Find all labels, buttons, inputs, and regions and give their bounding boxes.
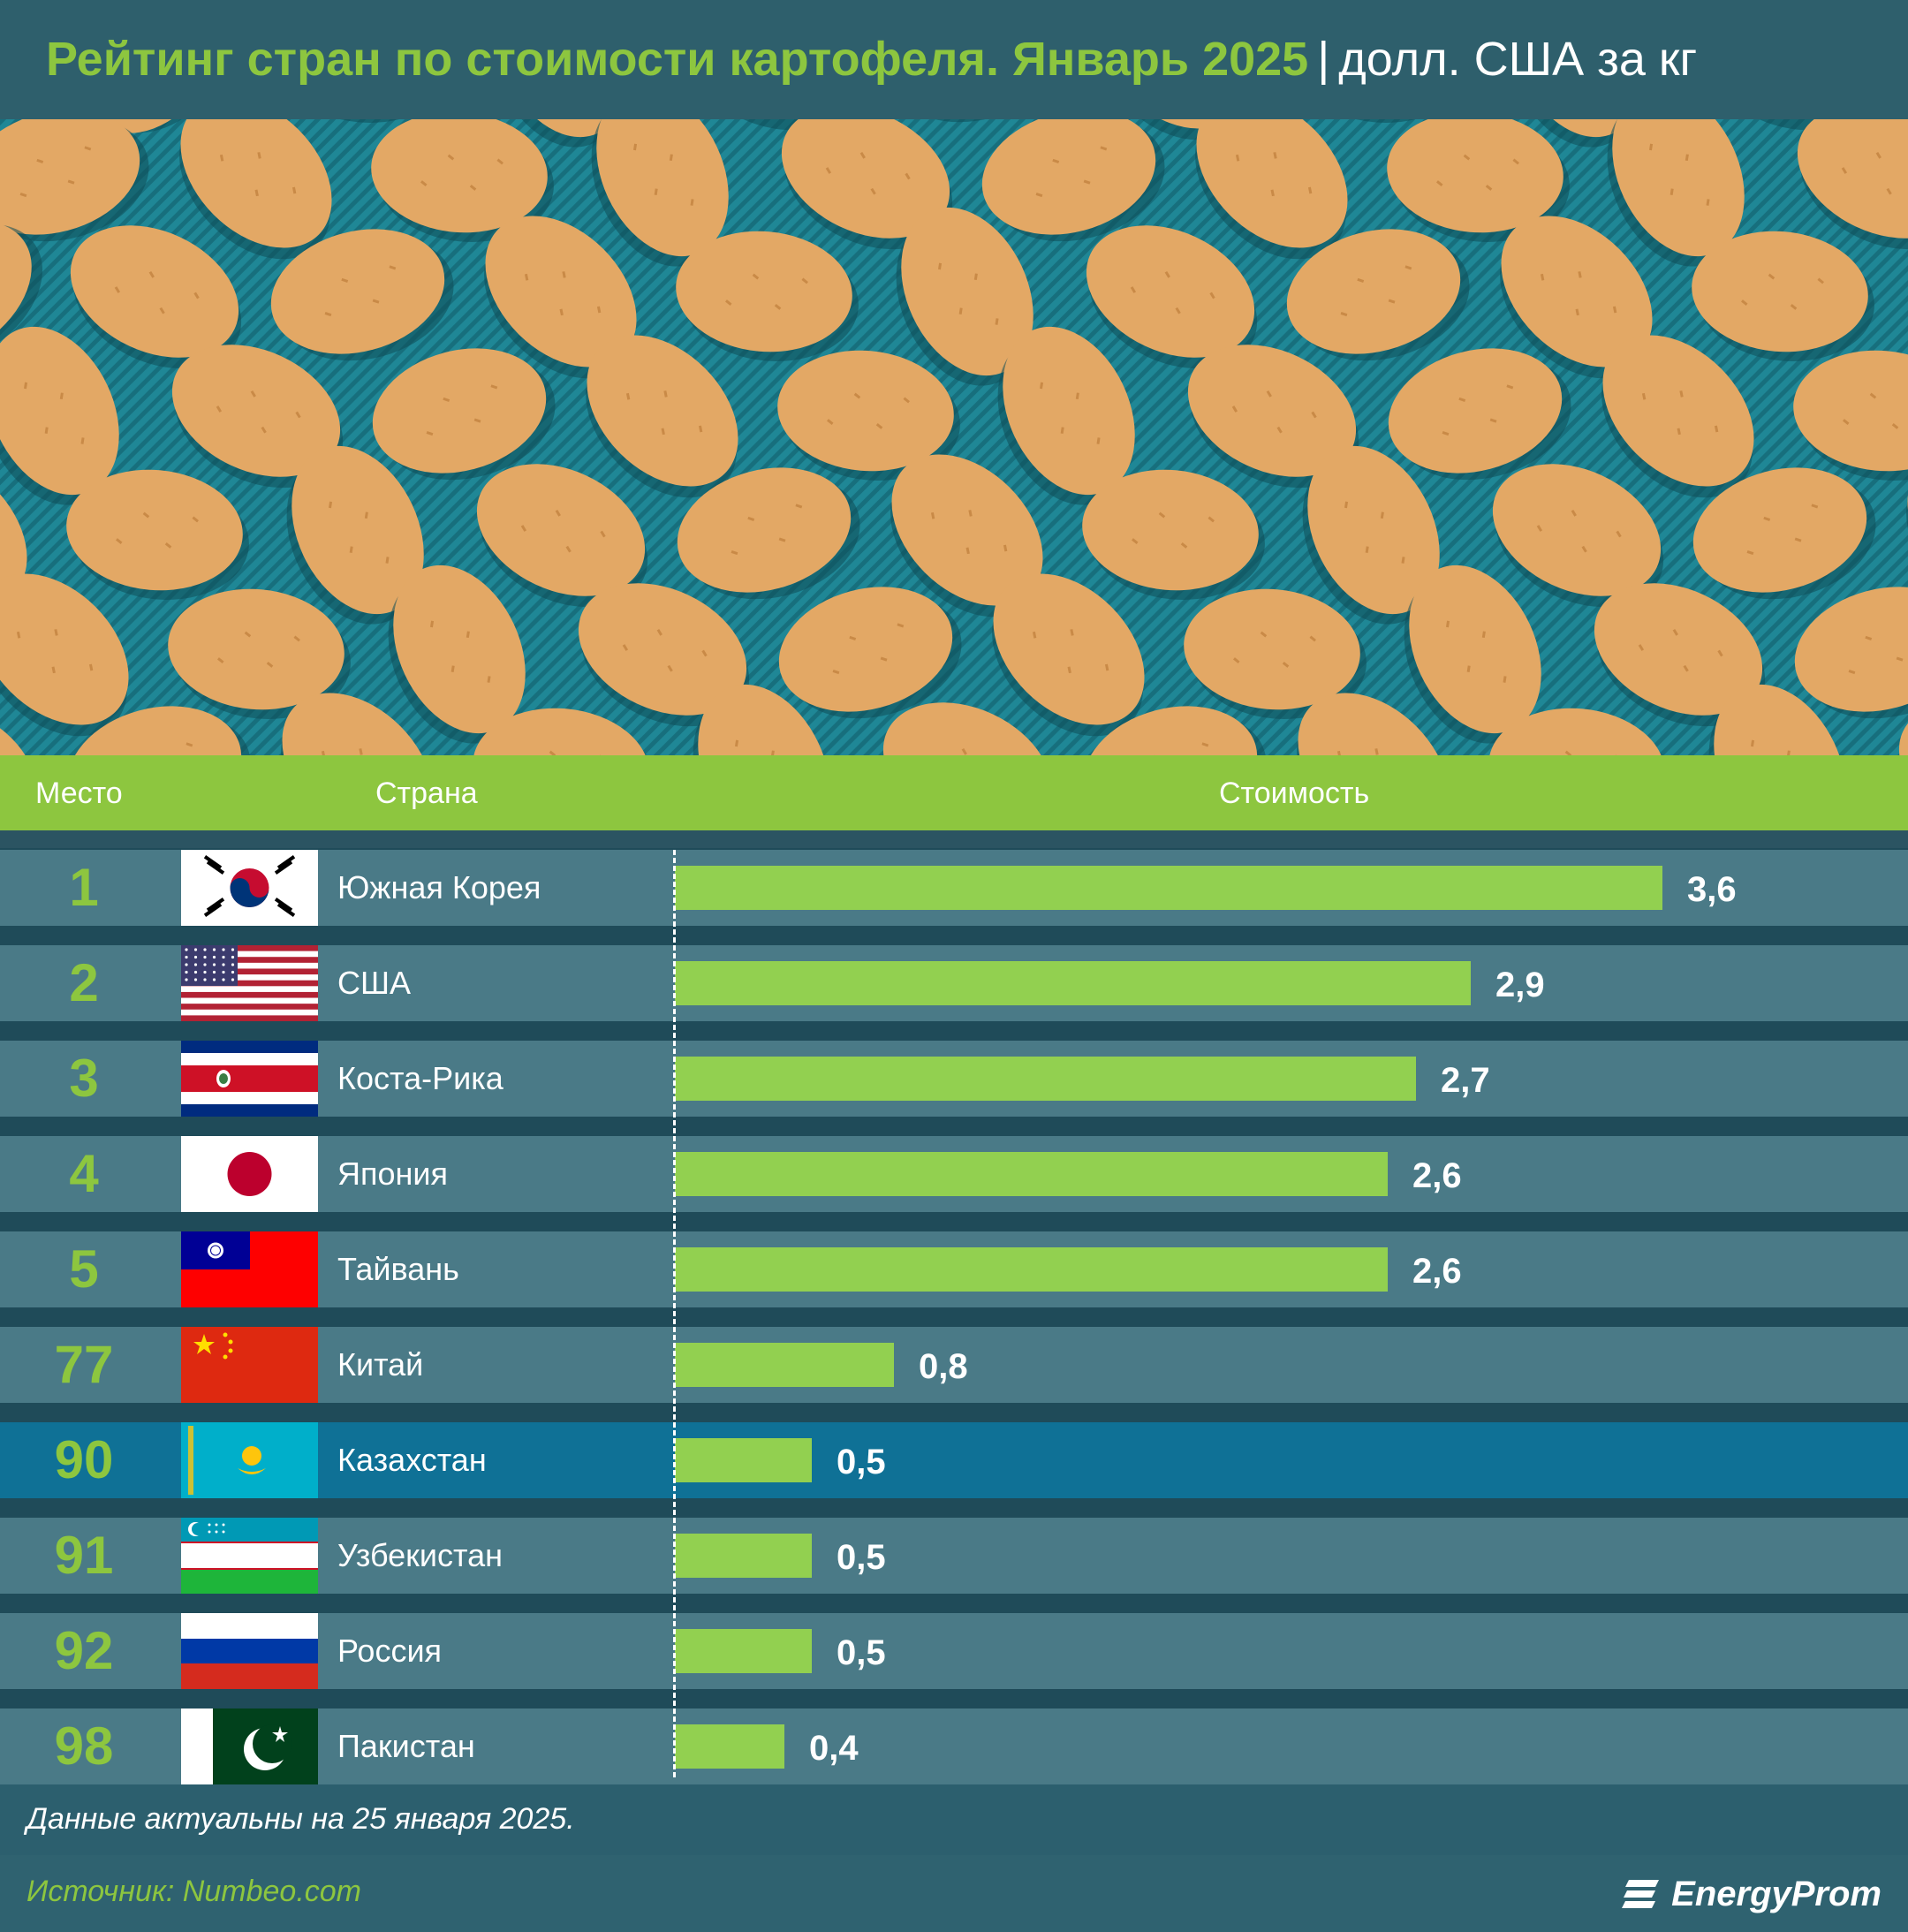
value-label: 0,5 xyxy=(837,1633,886,1672)
logo-icon xyxy=(1622,1880,1660,1908)
rank-number: 1 xyxy=(69,858,99,917)
value-bar xyxy=(675,1534,812,1578)
pakistan-flag xyxy=(181,1708,318,1784)
value-bar xyxy=(675,1438,812,1482)
country-name: Пакистан xyxy=(337,1728,475,1764)
value-bar xyxy=(675,1629,812,1673)
rank-number: 77 xyxy=(54,1335,114,1394)
taiwan-flag xyxy=(181,1231,318,1307)
country-name: Коста-Рика xyxy=(337,1060,504,1096)
value-bar xyxy=(675,1724,784,1769)
header: Рейтинг стран по стоимости картофеля. Ян… xyxy=(0,0,1908,119)
south-korea-flag xyxy=(181,850,318,926)
table-row: 3 Коста-Рика 2,7 xyxy=(0,1041,1908,1117)
rank-number: 5 xyxy=(69,1239,99,1299)
table-row: 4 Япония 2,6 xyxy=(0,1136,1908,1212)
title-main: Рейтинг стран по стоимости картофеля. Ян… xyxy=(46,33,1309,86)
usa-flag xyxy=(181,945,318,1021)
title-separator: | xyxy=(1317,33,1330,86)
source-text: Источник: Numbeo.com xyxy=(26,1875,361,1908)
value-label: 2,9 xyxy=(1495,966,1545,1004)
energyprom-logo: EnergyProm xyxy=(1620,1869,1882,1919)
table-row: 92 Россия 0,5 xyxy=(0,1613,1908,1689)
value-bar xyxy=(675,1247,1388,1292)
table-row: 2 США 2,9 xyxy=(0,945,1908,1021)
value-label: 0,4 xyxy=(809,1729,859,1768)
header-country: Страна xyxy=(375,777,478,810)
table-row: 77 Китай 0,8 xyxy=(0,1327,1908,1403)
rank-number: 4 xyxy=(69,1144,99,1203)
russia-flag xyxy=(181,1613,318,1689)
logo-text: EnergyProm xyxy=(1671,1874,1882,1913)
table-gap xyxy=(0,830,1908,848)
table-header: Место Страна Стоимость xyxy=(0,755,1908,830)
value-label: 2,6 xyxy=(1412,1156,1462,1195)
kazakhstan-flag xyxy=(181,1422,318,1498)
value-label: 0,5 xyxy=(837,1443,886,1481)
table-row: 91 Узбекистан 0,5 xyxy=(0,1518,1908,1594)
value-bar xyxy=(675,1343,894,1387)
footer: Источник: Numbeo.com EnergyProm xyxy=(0,1855,1908,1932)
rank-number: 3 xyxy=(69,1049,99,1108)
title-unit: долл. США за кг xyxy=(1338,33,1698,86)
header-rank: Место xyxy=(35,777,123,810)
potato-pattern-image xyxy=(0,119,1908,755)
value-bar xyxy=(675,961,1471,1005)
value-bar xyxy=(675,1057,1416,1101)
value-label: 2,6 xyxy=(1412,1252,1462,1291)
rank-number: 91 xyxy=(54,1526,114,1585)
japan-flag xyxy=(181,1136,318,1212)
table-row: 98 Пакистан 0,4 xyxy=(0,1708,1908,1784)
china-flag xyxy=(181,1327,318,1403)
value-bar xyxy=(675,866,1662,910)
country-name: Россия xyxy=(337,1633,443,1669)
country-name: Китай xyxy=(337,1346,424,1383)
potato-banner xyxy=(0,119,1908,755)
country-name: Тайвань xyxy=(337,1251,459,1287)
country-name: Узбекистан xyxy=(337,1537,504,1573)
value-label: 0,8 xyxy=(919,1347,968,1386)
costa-rica-flag xyxy=(181,1041,318,1117)
table-row: 1 Южная Корея 3,6 xyxy=(0,850,1908,926)
country-name: Япония xyxy=(337,1155,448,1192)
table-row: 5 Тайвань 2,6 xyxy=(0,1231,1908,1307)
header-cost: Стоимость xyxy=(1219,777,1370,810)
rank-number: 2 xyxy=(69,953,99,1012)
data-note: Данные актуальны на 25 января 2025. xyxy=(26,1802,575,1836)
value-label: 3,6 xyxy=(1687,870,1737,909)
rank-number: 90 xyxy=(54,1430,114,1489)
country-name: США xyxy=(337,965,412,1001)
ranking-table: 1 Южная Корея 3,6 2 США 2,9 3 Коста-Рика 2,7 4 Япо… xyxy=(0,848,1908,1784)
rank-number: 92 xyxy=(54,1621,114,1680)
rank-number: 98 xyxy=(54,1716,114,1776)
country-name: Казахстан xyxy=(337,1442,487,1478)
bar-baseline xyxy=(673,850,676,1777)
table-row: 90 Казахстан 0,5 xyxy=(0,1422,1908,1498)
value-label: 2,7 xyxy=(1441,1061,1490,1100)
value-label: 0,5 xyxy=(837,1538,886,1577)
country-name: Южная Корея xyxy=(337,869,541,905)
uzbekistan-flag xyxy=(181,1518,318,1594)
value-bar xyxy=(675,1152,1388,1196)
chart-title: Рейтинг стран по стоимости картофеля. Ян… xyxy=(46,32,1697,87)
